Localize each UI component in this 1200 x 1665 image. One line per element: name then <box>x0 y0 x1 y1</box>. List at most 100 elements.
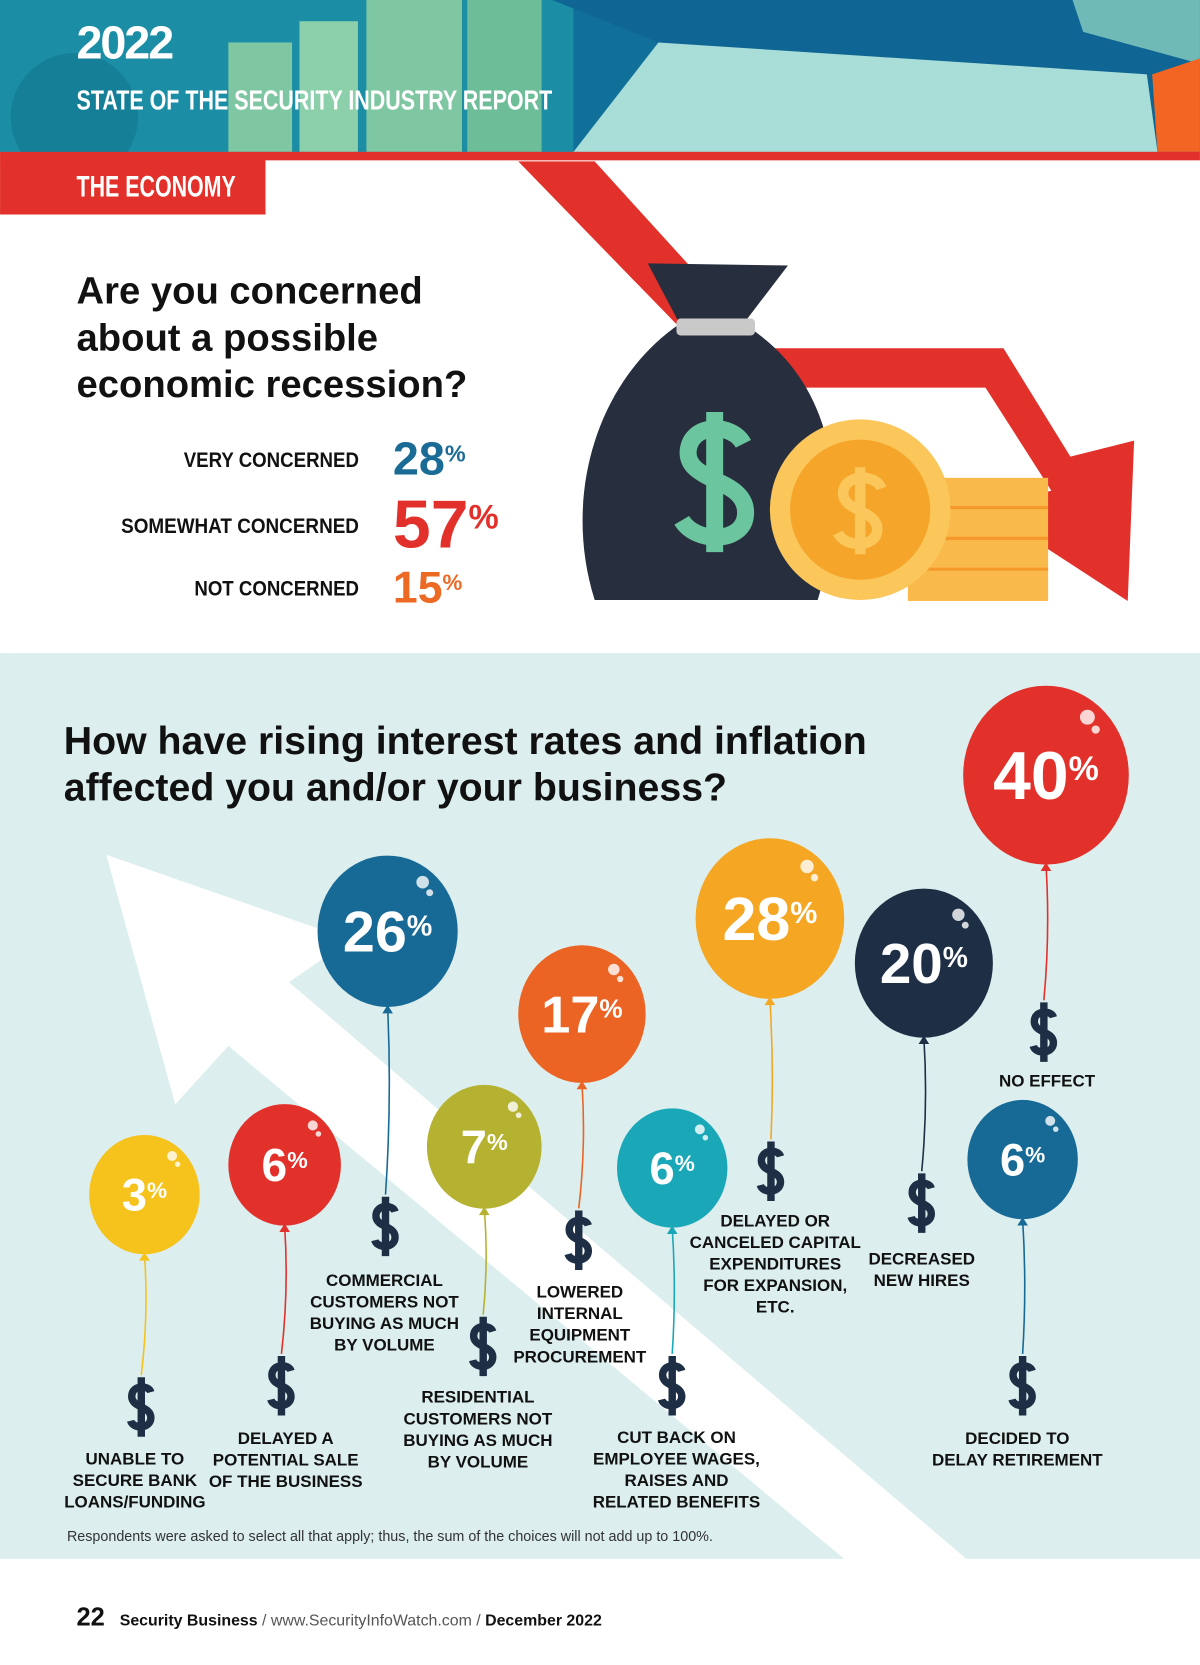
dollar-icon <box>907 1173 936 1233</box>
header-shape <box>1152 58 1200 152</box>
dollar-icon <box>468 1316 497 1377</box>
balloon-label: BY VOLUME <box>334 1336 435 1355</box>
balloon-shine <box>694 1124 705 1135</box>
dollar-icon <box>1008 1355 1036 1416</box>
balloon-label: NO EFFECT <box>999 1071 1096 1090</box>
balloon-shine <box>315 1131 322 1137</box>
answer-value: 28% <box>393 433 466 485</box>
balloon-label: CANCELED CAPITAL <box>690 1233 861 1252</box>
dollar-icon <box>267 1355 295 1416</box>
balloon-label: FOR EXPANSION, <box>703 1276 847 1295</box>
balloon-knot <box>382 1004 393 1014</box>
balloon-shine <box>1091 725 1100 734</box>
dollar-icon <box>657 1355 686 1416</box>
balloon-label: EQUIPMENT <box>529 1326 631 1345</box>
header-shape <box>573 42 1158 152</box>
balloon-label: INTERNAL <box>537 1304 623 1323</box>
balloon-shine <box>174 1161 181 1167</box>
balloon-string <box>769 998 774 1140</box>
section-tab <box>0 159 266 215</box>
balloon-label: CUT BACK ON <box>617 1428 736 1447</box>
footnote: Respondents were asked to select all tha… <box>67 1529 713 1545</box>
answer-value: 15% <box>393 563 463 612</box>
balloon-string <box>140 1254 147 1376</box>
dollar-icon <box>1029 1002 1058 1062</box>
balloon-shine <box>810 873 819 882</box>
balloon-knot <box>764 996 776 1006</box>
answer-label: VERY CONCERNED <box>184 449 359 472</box>
balloon-shine <box>952 908 965 922</box>
header-bar <box>299 21 358 152</box>
dollar-icon <box>674 412 754 553</box>
balloon-label: PROCUREMENT <box>513 1347 647 1366</box>
balloon-value: 28% <box>722 885 817 953</box>
balloon-value: 6% <box>262 1139 308 1191</box>
balloon-shine <box>608 963 620 976</box>
balloon-value: 6% <box>650 1143 695 1194</box>
balloon-label: DECIDED TO <box>965 1429 1069 1448</box>
year: 2022 <box>77 16 175 68</box>
header-bar <box>467 0 542 152</box>
balloon-value: 20% <box>880 932 968 995</box>
report-title: STATE OF THE SECURITY INDUSTRY REPORT <box>77 84 553 115</box>
balloon-knot <box>139 1252 150 1261</box>
balloon-label: CUSTOMERS NOT <box>404 1409 553 1428</box>
balloon-label: DELAYED A <box>238 1429 334 1448</box>
section-title: THE ECONOMY <box>77 170 236 203</box>
dollar-icon <box>127 1377 155 1437</box>
balloon-label: RAISES AND <box>624 1471 728 1490</box>
balloon-label: EMPLOYEE WAGES, <box>593 1450 760 1469</box>
balloon-value: 3% <box>122 1169 167 1220</box>
balloon-knot <box>279 1223 290 1233</box>
balloon-label: OF THE BUSINESS <box>209 1472 363 1491</box>
header-shape <box>1072 0 1200 64</box>
balloon-shine <box>416 875 429 889</box>
balloon-label: RELATED BENEFITS <box>593 1493 761 1512</box>
balloon-string <box>1043 864 1049 1001</box>
dollar-icon <box>371 1196 399 1257</box>
balloon-shine <box>515 1112 522 1119</box>
balloon-shine <box>426 889 434 897</box>
balloon-knot <box>666 1225 678 1235</box>
balloon-knot <box>576 1080 588 1090</box>
balloon-string <box>1021 1219 1026 1354</box>
header-bar <box>366 0 462 152</box>
balloon-string <box>384 1006 391 1195</box>
header-gear <box>10 53 139 181</box>
balloon-shine <box>1052 1126 1059 1132</box>
balloon-label: LOWERED <box>536 1283 623 1302</box>
balloon-shine <box>1079 709 1095 725</box>
balloon-shine <box>167 1150 178 1161</box>
balloon-shine <box>1045 1115 1056 1126</box>
up-arrow <box>106 854 967 1559</box>
balloon-value: 7% <box>461 1120 508 1173</box>
answer-label: SOMEWHAT CONCERNED <box>121 515 359 538</box>
balloon-label: DELAY RETIREMENT <box>932 1451 1103 1470</box>
dollar-icon <box>756 1141 785 1201</box>
balloon <box>317 855 458 1007</box>
balloon-string <box>920 1037 927 1172</box>
balloon-string <box>671 1227 676 1354</box>
dollar-icon <box>564 1210 593 1270</box>
balloon-shine <box>961 921 969 929</box>
balloon-shine <box>307 1120 318 1131</box>
balloon-label: LOANS/FUNDING <box>64 1492 205 1511</box>
footer-item: December 2022 <box>485 1613 602 1630</box>
balloon <box>518 945 646 1083</box>
balloon-value: 40% <box>993 739 1099 814</box>
balloon <box>854 888 993 1038</box>
question-title: economic recession? <box>77 363 468 406</box>
balloon <box>695 838 845 999</box>
balloon-label: DECREASED <box>868 1250 975 1269</box>
balloon-label: EXPENDITURES <box>709 1255 841 1274</box>
balloon <box>963 685 1129 865</box>
balloon-knot <box>1017 1217 1028 1226</box>
question-title: How have rising interest rates and infla… <box>64 719 867 763</box>
balloon <box>616 1108 728 1228</box>
balloon-string <box>280 1225 287 1354</box>
question-title: Are you concerned <box>77 270 423 313</box>
balloon-label: NEW HIRES <box>874 1271 970 1290</box>
red-rule <box>0 151 1200 161</box>
balloon-knot <box>478 1206 490 1216</box>
